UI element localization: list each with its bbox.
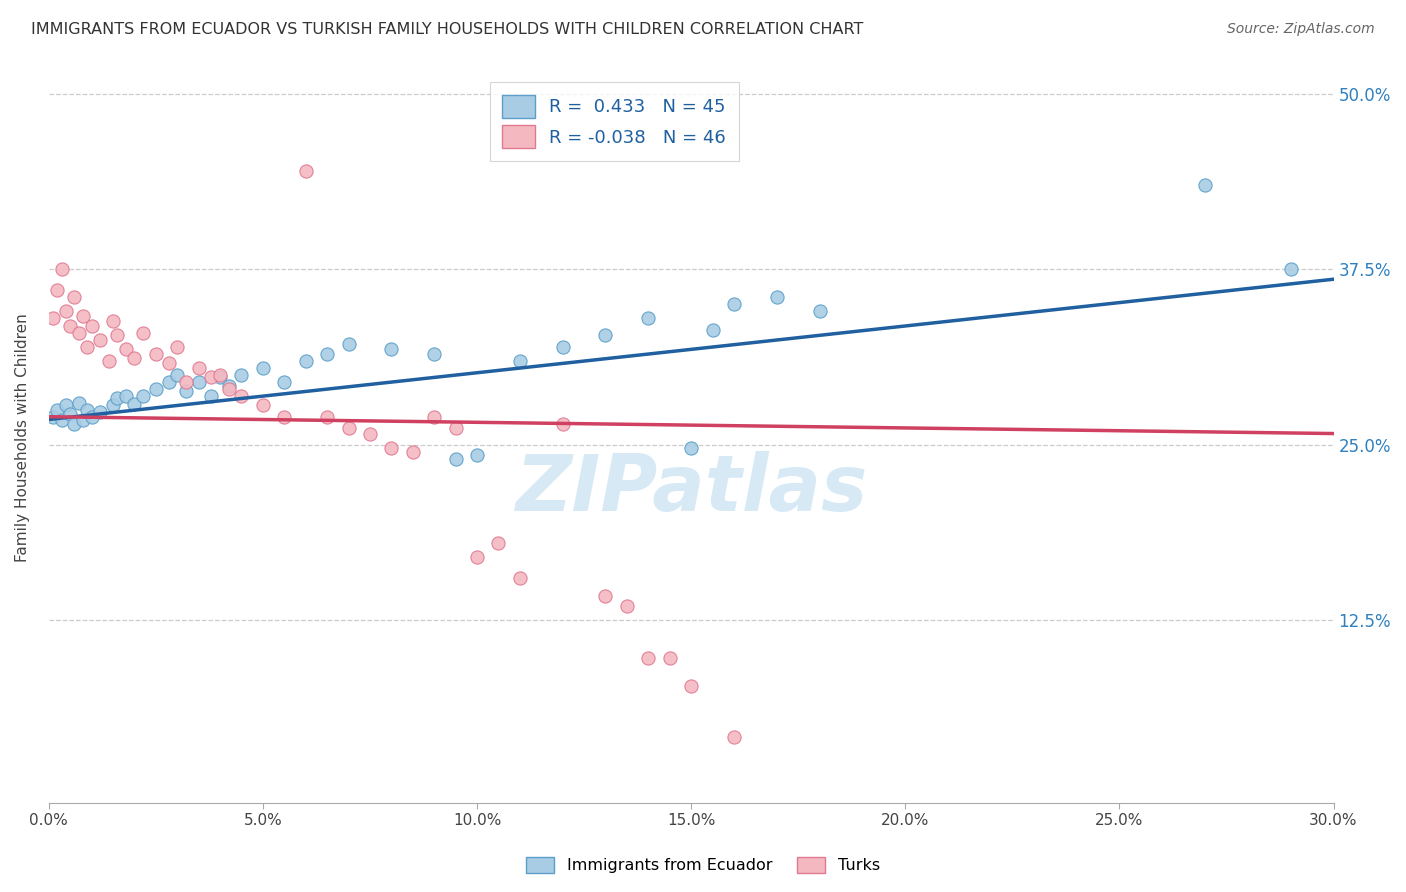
Y-axis label: Family Households with Children: Family Households with Children <box>15 313 30 562</box>
Point <box>157 356 180 370</box>
Point <box>294 353 316 368</box>
Point <box>765 290 787 304</box>
Point <box>359 426 381 441</box>
Point <box>423 346 446 360</box>
Point <box>380 441 402 455</box>
Point <box>101 314 124 328</box>
Point <box>316 346 339 360</box>
Point <box>72 412 94 426</box>
Point <box>595 589 617 603</box>
Point <box>124 397 146 411</box>
Point <box>551 417 574 431</box>
Point <box>51 262 73 277</box>
Point <box>702 323 724 337</box>
Point <box>166 368 188 382</box>
Point <box>209 370 232 384</box>
Point <box>105 328 128 343</box>
Point <box>444 421 467 435</box>
Point <box>67 326 90 340</box>
Point <box>55 399 77 413</box>
Point <box>200 389 222 403</box>
Point <box>231 389 253 403</box>
Point <box>55 304 77 318</box>
Point <box>486 536 509 550</box>
Point <box>132 326 155 340</box>
Point <box>97 353 120 368</box>
Point <box>402 444 425 458</box>
Point <box>187 375 209 389</box>
Point <box>200 370 222 384</box>
Point <box>166 340 188 354</box>
Point <box>273 409 295 424</box>
Point <box>157 375 180 389</box>
Point <box>114 343 136 357</box>
Point <box>89 333 111 347</box>
Point <box>423 409 446 424</box>
Point <box>145 346 167 360</box>
Point <box>316 409 339 424</box>
Point <box>595 328 617 343</box>
Point <box>89 405 111 419</box>
Point <box>231 368 253 382</box>
Point <box>42 409 65 424</box>
Point <box>209 368 232 382</box>
Point <box>681 679 703 693</box>
Point <box>114 389 136 403</box>
Point <box>252 360 274 375</box>
Point <box>46 284 69 298</box>
Point <box>1194 178 1216 193</box>
Point <box>80 318 103 333</box>
Point <box>80 409 103 424</box>
Point <box>187 360 209 375</box>
Point <box>551 340 574 354</box>
Point <box>76 340 98 354</box>
Legend: Immigrants from Ecuador, Turks: Immigrants from Ecuador, Turks <box>519 850 887 880</box>
Point <box>337 421 360 435</box>
Point <box>616 599 638 613</box>
Point <box>723 730 745 744</box>
Point <box>465 549 488 564</box>
Point <box>273 375 295 389</box>
Point <box>42 311 65 326</box>
Point <box>101 399 124 413</box>
Text: ZIPatlas: ZIPatlas <box>515 450 868 527</box>
Point <box>132 389 155 403</box>
Point <box>637 311 659 326</box>
Point <box>294 164 316 178</box>
Point <box>444 451 467 466</box>
Point <box>509 571 531 585</box>
Point <box>218 382 240 396</box>
Point <box>380 343 402 357</box>
Point <box>252 399 274 413</box>
Point <box>59 318 82 333</box>
Point <box>337 336 360 351</box>
Point <box>46 402 69 417</box>
Text: IMMIGRANTS FROM ECUADOR VS TURKISH FAMILY HOUSEHOLDS WITH CHILDREN CORRELATION C: IMMIGRANTS FROM ECUADOR VS TURKISH FAMIL… <box>31 22 863 37</box>
Point <box>174 375 197 389</box>
Point <box>63 417 86 431</box>
Point <box>1279 262 1302 277</box>
Point <box>72 309 94 323</box>
Point <box>723 297 745 311</box>
Legend: R =  0.433   N = 45, R = -0.038   N = 46: R = 0.433 N = 45, R = -0.038 N = 46 <box>489 82 738 161</box>
Point <box>658 651 681 665</box>
Point <box>124 351 146 365</box>
Point <box>174 384 197 399</box>
Point <box>145 382 167 396</box>
Point <box>808 304 831 318</box>
Text: Source: ZipAtlas.com: Source: ZipAtlas.com <box>1227 22 1375 37</box>
Point <box>51 412 73 426</box>
Point <box>681 441 703 455</box>
Point <box>59 407 82 421</box>
Point <box>637 651 659 665</box>
Point <box>509 353 531 368</box>
Point <box>465 448 488 462</box>
Point <box>76 402 98 417</box>
Point <box>67 395 90 409</box>
Point <box>218 379 240 393</box>
Point <box>63 290 86 304</box>
Point <box>105 392 128 406</box>
